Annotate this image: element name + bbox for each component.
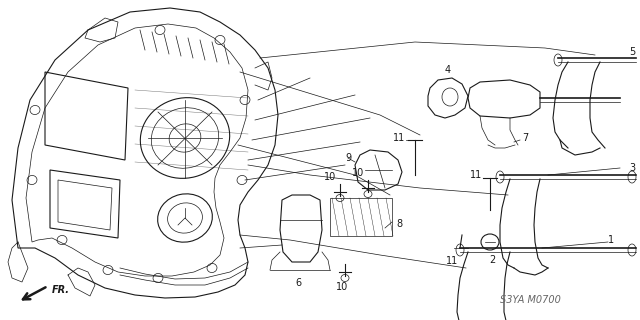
Text: 2: 2 [489, 255, 495, 265]
Text: 11: 11 [446, 256, 458, 266]
Text: 10: 10 [352, 168, 364, 178]
Text: 5: 5 [628, 47, 635, 57]
Text: 3: 3 [629, 163, 635, 173]
Text: 4: 4 [445, 65, 451, 75]
Text: 10: 10 [324, 172, 336, 182]
Text: 9: 9 [346, 153, 352, 163]
Text: 11: 11 [470, 170, 482, 180]
Text: 7: 7 [522, 133, 528, 143]
Text: 6: 6 [295, 278, 301, 288]
Text: S3YA M0700: S3YA M0700 [500, 295, 561, 305]
Text: 1: 1 [608, 235, 614, 245]
Text: 8: 8 [396, 219, 402, 229]
Text: FR.: FR. [52, 285, 70, 295]
Text: 10: 10 [336, 282, 348, 292]
Bar [330, 198, 392, 236]
Text: 11: 11 [393, 133, 405, 143]
